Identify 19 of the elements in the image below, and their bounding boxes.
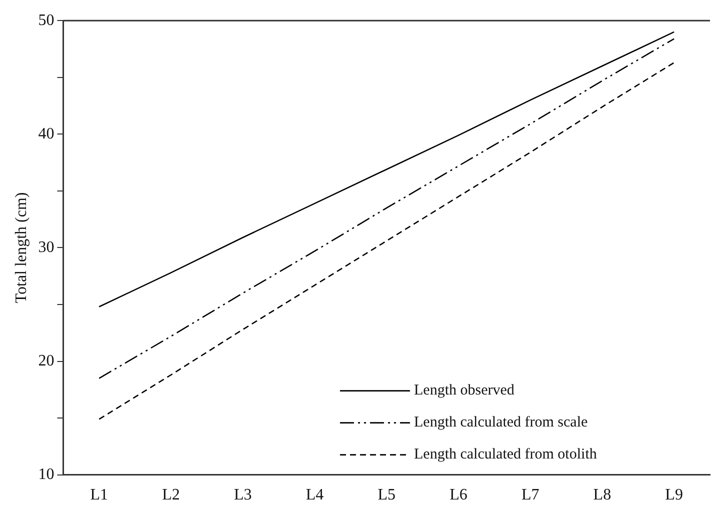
y-axis-title: Total length (cm) xyxy=(12,192,30,304)
y-tick-label: 10 xyxy=(38,466,54,484)
x-tick-label: L7 xyxy=(521,486,540,504)
y-tick-label: 40 xyxy=(38,125,54,142)
x-tick-label: L2 xyxy=(162,486,180,504)
x-tick-label: L1 xyxy=(90,486,108,504)
line-series xyxy=(98,38,675,379)
legend-label: Length observed xyxy=(414,382,515,399)
y-tick-label: 30 xyxy=(38,238,54,256)
x-tick-label: L4 xyxy=(306,486,324,504)
x-tick-label: L5 xyxy=(378,486,396,504)
legend-label: Length calculated from scale xyxy=(414,414,588,431)
x-tick-label: L9 xyxy=(665,486,683,504)
y-tick-label: 20 xyxy=(38,352,54,370)
x-tick-label: L6 xyxy=(450,486,468,504)
legend-label: Length calculated from otolith xyxy=(414,446,598,463)
y-tick-label: 50 xyxy=(38,12,54,29)
x-tick-label: L8 xyxy=(593,486,612,504)
x-tick-label: L3 xyxy=(234,486,252,504)
